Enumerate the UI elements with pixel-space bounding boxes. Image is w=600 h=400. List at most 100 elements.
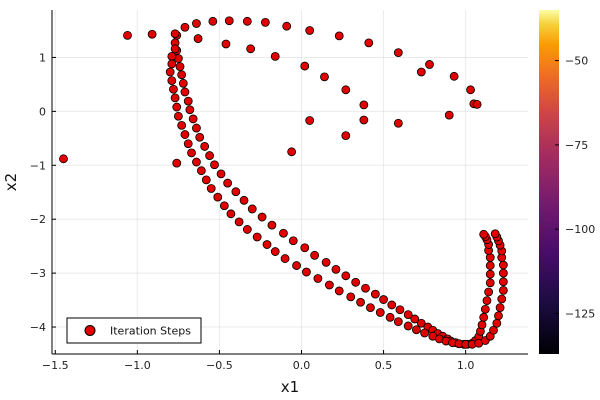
x-tick-label: −1.5 <box>42 359 69 372</box>
data-point <box>206 184 216 193</box>
data-point <box>185 105 195 115</box>
data-point <box>183 139 193 149</box>
data-point <box>498 277 508 287</box>
data-point <box>379 295 388 304</box>
data-point <box>387 300 397 310</box>
legend: Iteration Steps <box>66 317 202 344</box>
data-point <box>192 123 201 133</box>
data-point <box>444 110 454 120</box>
data-point <box>288 236 298 246</box>
data-point <box>205 151 214 160</box>
data-point <box>167 76 177 86</box>
data-point <box>173 111 183 121</box>
data-point <box>221 39 231 49</box>
data-point <box>224 16 234 26</box>
colorbar-tick-label: −100 <box>565 223 595 236</box>
data-point <box>208 16 218 26</box>
data-point <box>219 201 229 211</box>
y-tick-label: −3 <box>30 267 46 280</box>
data-point <box>147 29 157 39</box>
data-point <box>210 160 219 170</box>
data-point <box>242 16 252 26</box>
data-point <box>395 305 405 315</box>
data-point <box>165 67 175 77</box>
data-point <box>242 225 252 234</box>
data-point <box>213 192 223 202</box>
data-point <box>169 84 178 94</box>
data-point <box>123 30 132 40</box>
data-point <box>420 328 429 338</box>
data-point <box>246 44 256 54</box>
data-point <box>180 87 190 97</box>
legend-label: Iteration Steps <box>110 325 191 338</box>
data-point <box>385 312 395 322</box>
x-tick-label: 0.5 <box>375 359 393 372</box>
data-point <box>359 115 369 125</box>
x-tick-label: −0.5 <box>206 359 233 372</box>
data-point <box>490 229 500 239</box>
data-point <box>416 67 426 77</box>
plot-frame <box>51 10 528 355</box>
data-point <box>170 93 180 103</box>
data-point <box>466 85 475 95</box>
data-point <box>320 72 329 82</box>
data-point <box>495 303 505 313</box>
data-point <box>234 217 244 227</box>
data-point <box>282 21 292 31</box>
data-point <box>356 297 365 307</box>
data-point <box>492 318 502 328</box>
legend-marker <box>84 325 96 336</box>
grid <box>52 10 528 354</box>
data-point <box>177 70 187 80</box>
data-point <box>313 274 323 283</box>
data-point <box>341 85 351 95</box>
data-point <box>498 285 508 295</box>
data-point <box>180 130 190 139</box>
data-point <box>366 303 375 313</box>
data-point <box>252 232 262 242</box>
data-point <box>370 289 380 299</box>
data-point <box>403 321 413 331</box>
x-tick-label: 1.0 <box>457 359 475 372</box>
data-point <box>494 311 503 321</box>
data-point <box>393 48 403 57</box>
x-axis-title: x1 <box>281 378 299 396</box>
data-point <box>359 100 369 110</box>
data-point <box>485 269 495 279</box>
data-point <box>341 271 351 281</box>
data-point <box>310 250 320 260</box>
data-point <box>425 60 434 69</box>
x-tick-label: −1.0 <box>124 359 151 372</box>
data-point <box>196 166 206 176</box>
data-point <box>287 147 297 157</box>
data-point <box>485 261 495 270</box>
data-point <box>267 220 277 230</box>
data-point <box>480 304 490 314</box>
data-point <box>167 59 177 69</box>
data-point <box>178 78 188 88</box>
data-point <box>393 118 403 128</box>
data-point <box>331 264 341 274</box>
data-point <box>484 287 494 297</box>
data-point <box>175 62 185 72</box>
data-point <box>193 34 203 43</box>
data-point <box>180 22 190 32</box>
data-point <box>485 278 495 288</box>
data-point <box>172 158 182 168</box>
y-axis-title: x2 <box>2 173 20 191</box>
data-point <box>351 277 361 287</box>
data-point <box>270 51 280 61</box>
y-tick-label: −1 <box>30 159 46 172</box>
data-point <box>302 267 311 277</box>
data-points <box>59 16 508 349</box>
data-point <box>195 132 205 142</box>
data-point <box>346 292 356 302</box>
colorbar-gradient <box>539 10 559 354</box>
y-tick-label: 1 <box>39 51 46 64</box>
data-point <box>192 19 201 28</box>
data-point <box>172 102 182 112</box>
data-point <box>497 294 507 304</box>
data-point <box>393 317 403 327</box>
data-point <box>375 308 385 317</box>
